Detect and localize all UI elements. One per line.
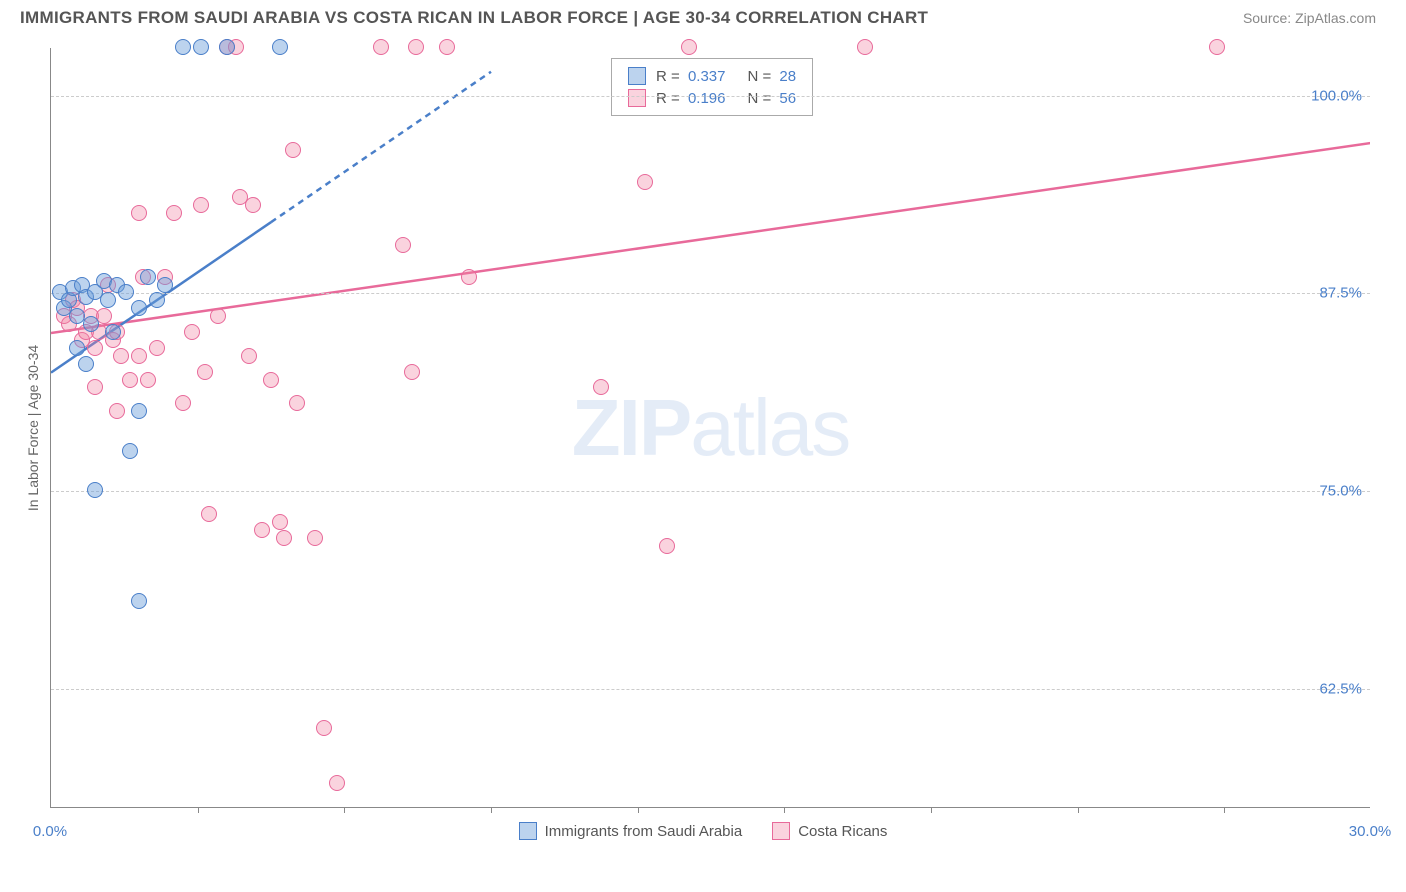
chart-title: IMMIGRANTS FROM SAUDI ARABIA VS COSTA RI… bbox=[20, 8, 928, 28]
point-saudi bbox=[219, 39, 235, 55]
point-saudi bbox=[78, 356, 94, 372]
point-costa bbox=[166, 205, 182, 221]
point-costa bbox=[285, 142, 301, 158]
point-saudi bbox=[272, 39, 288, 55]
point-costa bbox=[193, 197, 209, 213]
y-tick-label: 75.0% bbox=[1319, 483, 1362, 500]
point-saudi bbox=[131, 403, 147, 419]
point-costa bbox=[184, 324, 200, 340]
watermark: ZIPatlas bbox=[572, 382, 849, 474]
x-tick bbox=[638, 807, 639, 813]
legend-label-costa: Costa Ricans bbox=[798, 823, 887, 840]
legend-row-saudi: R = 0.337 N = 28 bbox=[628, 65, 796, 87]
x-tick bbox=[344, 807, 345, 813]
point-costa bbox=[316, 720, 332, 736]
point-costa bbox=[241, 348, 257, 364]
point-costa bbox=[263, 372, 279, 388]
point-saudi bbox=[193, 39, 209, 55]
gridline bbox=[51, 293, 1370, 294]
point-saudi bbox=[157, 277, 173, 293]
point-costa bbox=[329, 775, 345, 791]
point-saudi bbox=[140, 269, 156, 285]
legend-item-saudi: Immigrants from Saudi Arabia bbox=[519, 822, 743, 840]
point-costa bbox=[149, 340, 165, 356]
x-tick bbox=[198, 807, 199, 813]
point-saudi bbox=[131, 300, 147, 316]
point-costa bbox=[373, 39, 389, 55]
point-costa bbox=[140, 372, 156, 388]
y-axis-label: In Labor Force | Age 30-34 bbox=[25, 345, 41, 511]
point-costa bbox=[197, 364, 213, 380]
point-costa bbox=[857, 39, 873, 55]
x-tick bbox=[931, 807, 932, 813]
point-costa bbox=[122, 372, 138, 388]
x-tick bbox=[784, 807, 785, 813]
point-saudi bbox=[118, 284, 134, 300]
point-costa bbox=[87, 340, 103, 356]
point-costa bbox=[681, 39, 697, 55]
point-saudi bbox=[83, 316, 99, 332]
point-saudi bbox=[69, 340, 85, 356]
y-tick-label: 100.0% bbox=[1311, 87, 1362, 104]
gridline bbox=[51, 689, 1370, 690]
point-costa bbox=[245, 197, 261, 213]
x-tick bbox=[1078, 807, 1079, 813]
y-tick-label: 62.5% bbox=[1319, 681, 1362, 698]
point-costa bbox=[131, 205, 147, 221]
legend-item-costa: Costa Ricans bbox=[772, 822, 887, 840]
point-saudi bbox=[149, 292, 165, 308]
point-costa bbox=[307, 530, 323, 546]
swatch-saudi-bottom bbox=[519, 822, 537, 840]
point-costa bbox=[113, 348, 129, 364]
point-saudi bbox=[131, 593, 147, 609]
point-costa bbox=[272, 514, 288, 530]
plot-area: ZIPatlas R = 0.337 N = 28 R = 0.196 N = … bbox=[50, 48, 1370, 808]
correlation-legend: R = 0.337 N = 28 R = 0.196 N = 56 bbox=[611, 58, 813, 116]
trend-lines bbox=[51, 48, 1370, 807]
point-costa bbox=[404, 364, 420, 380]
gridline bbox=[51, 96, 1370, 97]
point-saudi bbox=[175, 39, 191, 55]
legend-label-saudi: Immigrants from Saudi Arabia bbox=[545, 823, 743, 840]
point-costa bbox=[1209, 39, 1225, 55]
point-costa bbox=[637, 174, 653, 190]
point-costa bbox=[289, 395, 305, 411]
point-costa bbox=[210, 308, 226, 324]
point-saudi bbox=[105, 324, 121, 340]
point-costa bbox=[131, 348, 147, 364]
swatch-costa bbox=[628, 89, 646, 107]
point-costa bbox=[659, 538, 675, 554]
point-saudi bbox=[122, 443, 138, 459]
point-costa bbox=[201, 506, 217, 522]
y-tick-label: 87.5% bbox=[1319, 285, 1362, 302]
x-tick bbox=[1224, 807, 1225, 813]
swatch-costa-bottom bbox=[772, 822, 790, 840]
legend-row-costa: R = 0.196 N = 56 bbox=[628, 87, 796, 109]
chart-container: In Labor Force | Age 30-34 ZIPatlas R = … bbox=[50, 48, 1370, 808]
swatch-saudi bbox=[628, 67, 646, 85]
point-costa bbox=[276, 530, 292, 546]
point-saudi bbox=[100, 292, 116, 308]
point-costa bbox=[109, 403, 125, 419]
point-costa bbox=[461, 269, 477, 285]
source-label: Source: ZipAtlas.com bbox=[1243, 10, 1376, 26]
point-costa bbox=[593, 379, 609, 395]
point-costa bbox=[439, 39, 455, 55]
point-costa bbox=[87, 379, 103, 395]
point-costa bbox=[254, 522, 270, 538]
point-costa bbox=[395, 237, 411, 253]
series-legend: Immigrants from Saudi Arabia Costa Rican… bbox=[0, 822, 1406, 840]
point-costa bbox=[175, 395, 191, 411]
point-saudi bbox=[87, 482, 103, 498]
gridline bbox=[51, 491, 1370, 492]
point-costa bbox=[408, 39, 424, 55]
x-tick bbox=[491, 807, 492, 813]
